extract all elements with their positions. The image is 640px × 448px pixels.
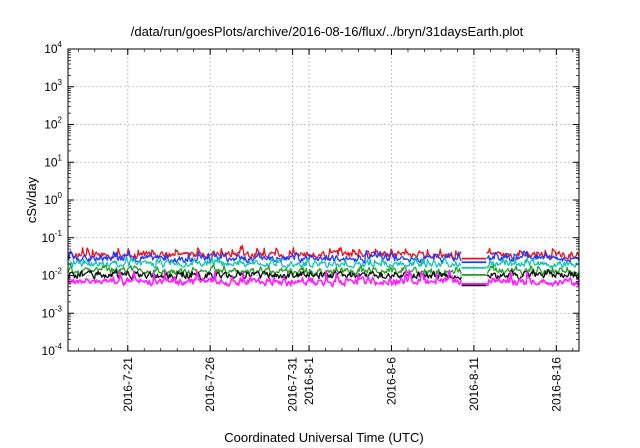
x-tick-label: 2016-7-26: [203, 357, 217, 412]
x-axis-label: Coordinated Universal Time (UTC): [224, 430, 423, 445]
y-axis-label: cSv/day: [24, 176, 39, 223]
y-tick-label: 10-2: [42, 267, 63, 283]
series-line-6: [67, 269, 580, 288]
x-tick-label: 2016-8-6: [384, 357, 398, 405]
x-tick-label: 2016-7-21: [121, 357, 135, 412]
y-tick-label: 10-4: [42, 342, 63, 358]
y-tick-label: 10-1: [42, 229, 63, 245]
series-line-3: [67, 255, 580, 269]
y-tick-label: 102: [44, 116, 62, 132]
y-tick-label: 100: [44, 191, 62, 207]
gap-layer: [461, 257, 487, 287]
grid: [68, 49, 579, 351]
x-tick-label: 2016-8-16: [549, 357, 563, 412]
x-axis: 2016-7-21 2016-7-26 2016-7-31 2016-8-1 2016-…: [77, 49, 574, 412]
x-tick-label: 2016-7-31: [286, 357, 300, 412]
y-tick-label: 104: [44, 40, 62, 56]
x-tick-label: 2016-8-11: [467, 357, 481, 411]
y-tick-label: 103: [44, 78, 62, 94]
x-tick-label: 2016-8-1: [302, 357, 316, 405]
y-tick-label: 101: [44, 153, 62, 169]
chart-title: /data/run/goesPlots/archive/2016-08-16/f…: [131, 24, 524, 39]
y-axis: 10-4 10-3 10-2 10-1 100 101 102 103 104: [42, 40, 579, 358]
y-tick-label: 10-3: [42, 304, 63, 320]
series-layer: [67, 244, 580, 288]
